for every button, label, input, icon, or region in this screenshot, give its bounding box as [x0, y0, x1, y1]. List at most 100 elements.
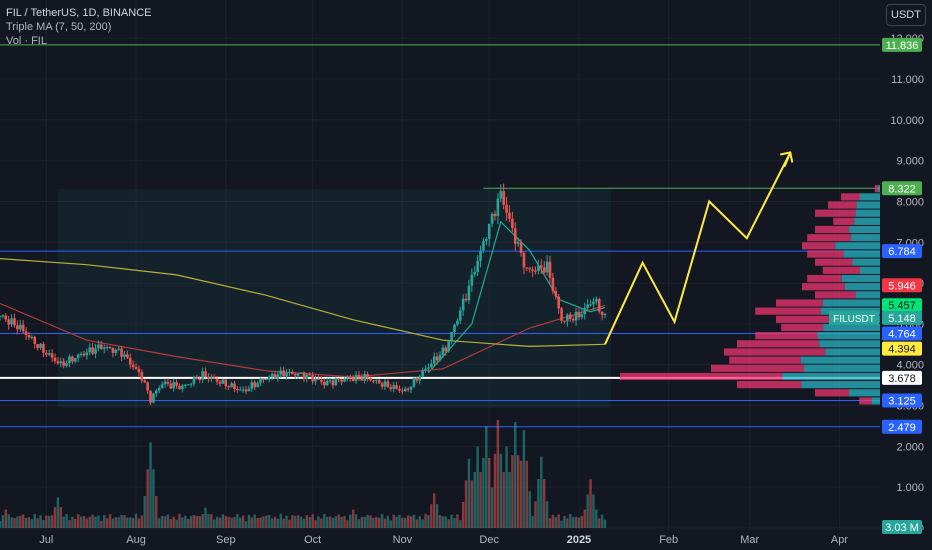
candle-body: [513, 228, 517, 244]
vp-bar-buy: [841, 274, 880, 283]
candle-body: [13, 318, 16, 326]
candle-body: [134, 367, 138, 369]
candle-body: [348, 377, 352, 379]
volume-bar: [192, 515, 196, 528]
vp-bar-sell: [859, 397, 872, 405]
projection-path[interactable]: [604, 151, 794, 345]
volume-bar: [438, 515, 442, 528]
volume-bar: [598, 518, 601, 528]
vp-bar-buy: [856, 201, 880, 209]
candle-body: [102, 347, 106, 349]
volume-bar: [421, 519, 424, 528]
volume-bar: [354, 514, 358, 528]
candle-body: [282, 370, 285, 377]
projection-arrowhead: [780, 151, 794, 163]
volume-bar: [441, 516, 445, 528]
candle-body: [108, 347, 112, 349]
time-axis[interactable]: Jul Aug Sep Oct Nov Dec 2025 Feb Mar Apr: [0, 530, 932, 550]
candle-body: [450, 331, 453, 342]
volume-bar: [378, 517, 381, 528]
volume-bar: [21, 514, 25, 528]
candle-body: [224, 379, 228, 387]
candle-body: [221, 379, 225, 384]
candle-body: [441, 347, 445, 355]
volume-bar: [239, 517, 242, 528]
candle-body: [247, 388, 251, 392]
symbol-tag: FILUSDT: [833, 314, 875, 325]
candle-body: [195, 377, 199, 379]
volume-bar: [213, 519, 216, 528]
volume-bar: [418, 516, 421, 528]
volume-bar: [366, 514, 369, 528]
volume-bar: [369, 515, 372, 528]
price-label-bg: [882, 37, 922, 52]
candle-body: [117, 348, 120, 350]
candle-body: [496, 198, 500, 217]
volume-bar: [48, 515, 51, 528]
candle-body: [183, 384, 187, 386]
candle-body: [192, 377, 196, 384]
indicator-volume[interactable]: Vol · FIL: [6, 35, 47, 47]
volume-bar: [256, 518, 259, 528]
volume-bar: [548, 518, 552, 528]
volume-bar: [557, 514, 560, 528]
vp-bar-buy: [800, 356, 880, 364]
candle-body: [577, 311, 581, 318]
candle-body: [395, 385, 398, 389]
volume-bar: [250, 517, 254, 528]
candle-body: [250, 382, 254, 389]
candle-body: [476, 260, 479, 273]
candle-body: [430, 363, 433, 368]
candle-body: [198, 378, 202, 380]
volume-bar: [230, 517, 233, 528]
candle-body: [62, 361, 65, 366]
volume-bar: [595, 509, 598, 528]
volume-bar: [340, 516, 343, 528]
candle-body: [320, 379, 323, 382]
candle-body: [508, 212, 511, 219]
volume-bar: [30, 519, 34, 528]
candle-body: [360, 377, 364, 381]
candle-body: [160, 384, 164, 389]
indicator-triple-ma[interactable]: Triple MA (7, 50, 200): [6, 21, 112, 33]
volume-label-bg: [882, 520, 922, 535]
candle-body: [461, 298, 465, 311]
candle-body: [100, 344, 103, 349]
candle-body: [265, 379, 268, 381]
candle-body: [409, 386, 413, 390]
price-axis[interactable]: 0.0001.0002.0003.0004.0005.0006.0007.000…: [880, 0, 932, 550]
volume-bar: [172, 516, 175, 528]
candle-body: [548, 261, 552, 278]
volume-bar: [79, 516, 83, 528]
volume-bar: [406, 515, 410, 528]
volume-bar: [100, 520, 103, 528]
volume-bar: [82, 516, 86, 528]
candle-body: [238, 389, 242, 391]
candle-body: [493, 213, 497, 217]
vp-bar-sell: [833, 217, 855, 225]
volume-bar: [160, 515, 164, 528]
volume-bar: [566, 518, 569, 528]
volume-bar: [586, 494, 589, 528]
vp-bar-sell: [874, 185, 879, 193]
candle-body: [288, 371, 291, 373]
volume-bar: [195, 516, 199, 528]
candle-body: [566, 314, 569, 322]
candle-body: [403, 388, 407, 392]
vp-bar-buy: [843, 250, 880, 258]
symbol-title[interactable]: FIL / TetherUS, 1D, BINANCE: [6, 7, 152, 19]
price-label: 4.394: [888, 344, 916, 356]
volume-bar: [149, 442, 152, 528]
volume-bar: [427, 515, 430, 528]
currency-button[interactable]: USDT: [886, 4, 926, 26]
vp-bar-sell: [729, 356, 801, 364]
candle-body: [76, 354, 80, 358]
candle-body: [207, 377, 210, 379]
vp-bar-buy: [849, 389, 880, 397]
candle-body: [372, 380, 375, 382]
candle-body: [10, 318, 13, 325]
volume-bar: [351, 509, 355, 528]
candle-body: [236, 389, 239, 391]
